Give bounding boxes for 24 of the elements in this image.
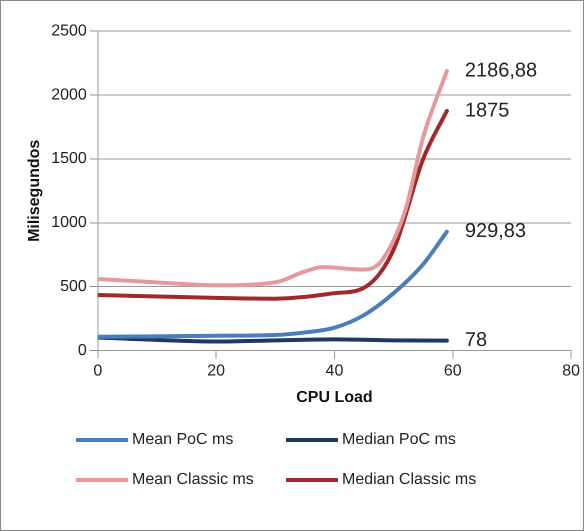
- y-tick-label: 2000: [51, 86, 87, 104]
- x-tick-label: 80: [562, 362, 580, 380]
- data-label: 78: [464, 329, 488, 352]
- line-series: [98, 230, 449, 339]
- legend-label: Median Classic ms: [342, 471, 476, 489]
- x-axis-title: CPU Load: [296, 388, 373, 406]
- y-tick-label: 500: [60, 278, 87, 296]
- y-tick-label: 1000: [51, 214, 87, 232]
- data-label: 1875: [464, 99, 510, 122]
- line-series: [98, 108, 449, 301]
- x-tick-label: 60: [444, 362, 462, 380]
- y-axis-title: Milisegundos: [26, 140, 44, 242]
- legend-label: Mean Classic ms: [132, 471, 254, 489]
- legend-label: Mean PoC ms: [132, 431, 234, 449]
- x-tick-label: 40: [326, 362, 344, 380]
- data-label: 2186,88: [464, 60, 538, 82]
- y-tick-label: 2500: [51, 22, 87, 40]
- x-tick-label: 0: [93, 362, 102, 380]
- data-label: 929,83: [464, 220, 526, 242]
- line-series: [98, 69, 449, 288]
- legend-label: Median PoC ms: [342, 431, 456, 449]
- x-tick-label: 20: [207, 362, 226, 380]
- y-tick-label: 0: [78, 342, 87, 360]
- y-tick-label: 1500: [51, 150, 87, 168]
